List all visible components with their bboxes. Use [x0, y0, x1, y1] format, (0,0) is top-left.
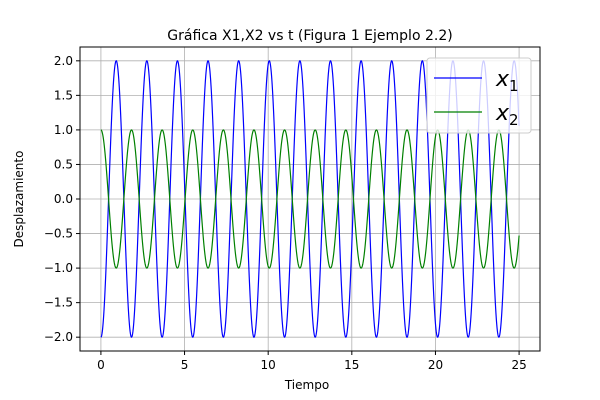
y-tick-label: 2.0 — [54, 54, 73, 68]
y-tick-label: 0.5 — [54, 157, 73, 171]
x-tick-label: 20 — [428, 358, 443, 372]
y-tick-label: −0.5 — [44, 227, 73, 241]
x-tick-label: 5 — [181, 358, 189, 372]
y-tick-label: −1.5 — [44, 296, 73, 310]
y-tick-label: −1.0 — [44, 261, 73, 275]
legend-box — [426, 57, 532, 134]
x-tick-label: 0 — [97, 358, 105, 372]
y-axis-label: Desplazamiento — [12, 151, 26, 248]
series-line-x2 — [100, 129, 520, 269]
ticks: 0 5 10 15 20 25 2.0 1.5 1.0 0.5 0.0 −0.5 −1.0 −1.5 −2.… — [44, 54, 527, 372]
y-tick-label: −2.0 — [44, 330, 73, 344]
y-tick-label: 1.5 — [54, 88, 73, 102]
x-tick-label: 15 — [344, 358, 359, 372]
chart-title: Gráfica X1,X2 vs t (Figura 1 Ejemplo 2.2… — [167, 28, 452, 44]
y-tick-label: 0.0 — [54, 192, 73, 206]
y-tick-label: 1.0 — [54, 123, 73, 137]
x-tick-label: 25 — [511, 358, 526, 372]
x-axis-label: Tiempo — [284, 378, 329, 392]
x-tick-label: 10 — [261, 358, 276, 372]
